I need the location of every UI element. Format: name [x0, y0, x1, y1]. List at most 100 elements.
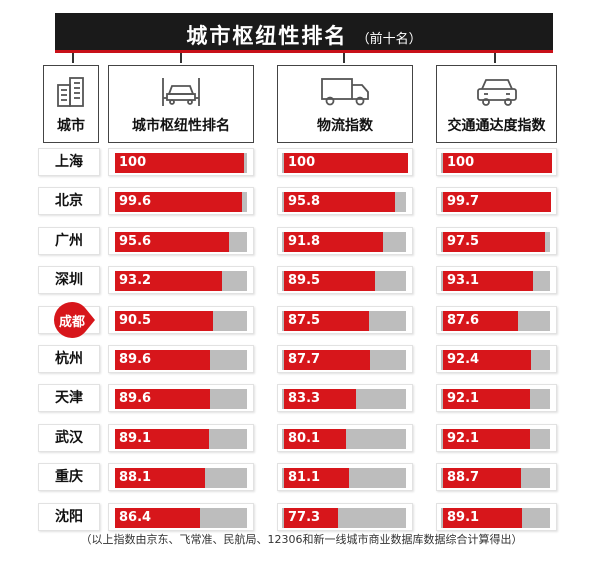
cell-logistics: 87.7: [277, 345, 413, 373]
data-label: 88.7: [447, 470, 480, 486]
city-label: 武汉: [38, 423, 100, 452]
city-label: 广州: [38, 226, 100, 255]
cell-traffic: 93.1: [436, 266, 557, 295]
data-label: 87.5: [288, 312, 321, 328]
divider: [180, 53, 182, 63]
data-label: 95.8: [288, 194, 321, 210]
header-city: 城市: [43, 65, 99, 143]
table-row: 沈阳 86.4 77.3 89.1: [0, 502, 603, 533]
cell-logistics: 83.3: [277, 384, 413, 413]
city-label: 重庆: [38, 463, 100, 492]
bar-traffic: [443, 350, 532, 370]
data-label: 77.3: [288, 509, 321, 525]
bar-track: 90.5: [115, 310, 247, 331]
bar-hub: [115, 271, 222, 292]
bar-track: 89.5: [282, 271, 406, 292]
bar-logistics: [284, 231, 383, 252]
cell-hub: 89.6: [108, 384, 254, 413]
divider: [494, 53, 496, 63]
city-label: 上海: [38, 148, 100, 176]
bar-track: 87.6: [441, 310, 550, 331]
cell-hub: 89.1: [108, 423, 254, 452]
data-label: 100: [119, 155, 147, 170]
highlight-badge-shape: [54, 301, 95, 338]
header-logistics-label: 物流指数: [317, 118, 373, 134]
truck-icon: [318, 74, 372, 112]
bar-track: 100: [441, 153, 552, 173]
data-label: 93.2: [119, 273, 152, 289]
cell-traffic: 99.7: [436, 187, 557, 216]
divider: [72, 53, 74, 63]
bar-hub: [115, 507, 200, 528]
cell-hub: 93.2: [108, 266, 254, 295]
data-label: 89.1: [447, 509, 480, 525]
bar-track: 86.4: [115, 507, 247, 528]
data-label: 99.7: [447, 194, 480, 210]
city-label: 沈阳: [38, 502, 100, 531]
bar-track: 89.6: [115, 389, 247, 410]
data-label: 92.1: [447, 430, 480, 446]
cell-traffic: 89.1: [436, 502, 557, 531]
bar-logistics: [284, 389, 357, 410]
cell-hub: 89.6: [108, 345, 254, 373]
bar-track: 92.1: [441, 428, 550, 449]
bar-hub: [115, 468, 206, 489]
table-row: 天津 89.6 83.3 92.1: [0, 384, 603, 414]
bar-logistics: [284, 428, 347, 449]
car-icon: [473, 74, 521, 112]
building-icon: [53, 74, 89, 114]
bar-hub: [115, 310, 214, 331]
bar-traffic: [443, 507, 523, 528]
data-label: 87.7: [288, 352, 321, 367]
cell-traffic: 100: [436, 148, 557, 176]
bar-track: 89.6: [115, 350, 247, 370]
bar-traffic: [443, 468, 522, 489]
data-label: 81.1: [288, 470, 321, 486]
data-label: 91.8: [288, 233, 321, 249]
data-label: 89.6: [119, 352, 152, 367]
bar-logistics: [284, 153, 408, 173]
bar-track: 100: [115, 153, 247, 173]
header-hub: 城市枢纽性排名: [108, 65, 254, 143]
cell-logistics: 89.5: [277, 266, 413, 295]
cell-hub: 86.4: [108, 502, 254, 531]
footnote: （以上指数由京东、飞常准、民航局、12306和新一线城市商业数据库数据综合计算得…: [80, 533, 523, 546]
bar-logistics: [284, 507, 338, 528]
data-label: 86.4: [119, 509, 152, 525]
bar-track: 99.6: [115, 192, 247, 213]
bar-track: 87.7: [282, 350, 406, 370]
bar-track: 95.8: [282, 192, 406, 213]
bar-hub: [115, 231, 230, 252]
highlight-badge: [54, 301, 95, 338]
bar-track: 87.5: [282, 310, 406, 331]
city-label: 深圳: [38, 266, 100, 295]
bar-traffic: [443, 389, 531, 410]
bar-logistics: [284, 310, 370, 331]
bar-track: 99.7: [441, 192, 552, 213]
bar-logistics: [284, 271, 376, 292]
bar-track: 81.1: [282, 468, 406, 489]
header-logistics: 物流指数: [277, 65, 413, 143]
city-label: 天津: [38, 384, 100, 413]
cell-hub: 100: [108, 148, 254, 176]
data-label: 100: [447, 155, 475, 170]
data-label: 80.1: [288, 430, 321, 446]
cell-logistics: 95.8: [277, 187, 413, 216]
header-city-label: 城市: [57, 118, 85, 134]
divider: [343, 53, 345, 63]
bar-hub: [115, 428, 209, 449]
cell-traffic: 87.6: [436, 305, 557, 334]
bar-track: 91.8: [282, 231, 406, 252]
bar-hub: [115, 350, 211, 370]
cell-logistics: 80.1: [277, 423, 413, 452]
data-label: 99.6: [119, 194, 152, 210]
cell-traffic: 88.7: [436, 463, 557, 492]
data-label: 89.1: [119, 430, 152, 446]
data-label: 89.5: [288, 273, 321, 289]
bar-track: 92.1: [441, 389, 550, 410]
cell-logistics: 87.5: [277, 305, 413, 334]
table-row: 上海 100 100 100: [0, 148, 603, 178]
table-row: 杭州 89.6 87.7 92.4: [0, 345, 603, 375]
bar-track: 88.1: [115, 468, 247, 489]
table-row: 深圳 93.2 89.5 93.1: [0, 266, 603, 296]
